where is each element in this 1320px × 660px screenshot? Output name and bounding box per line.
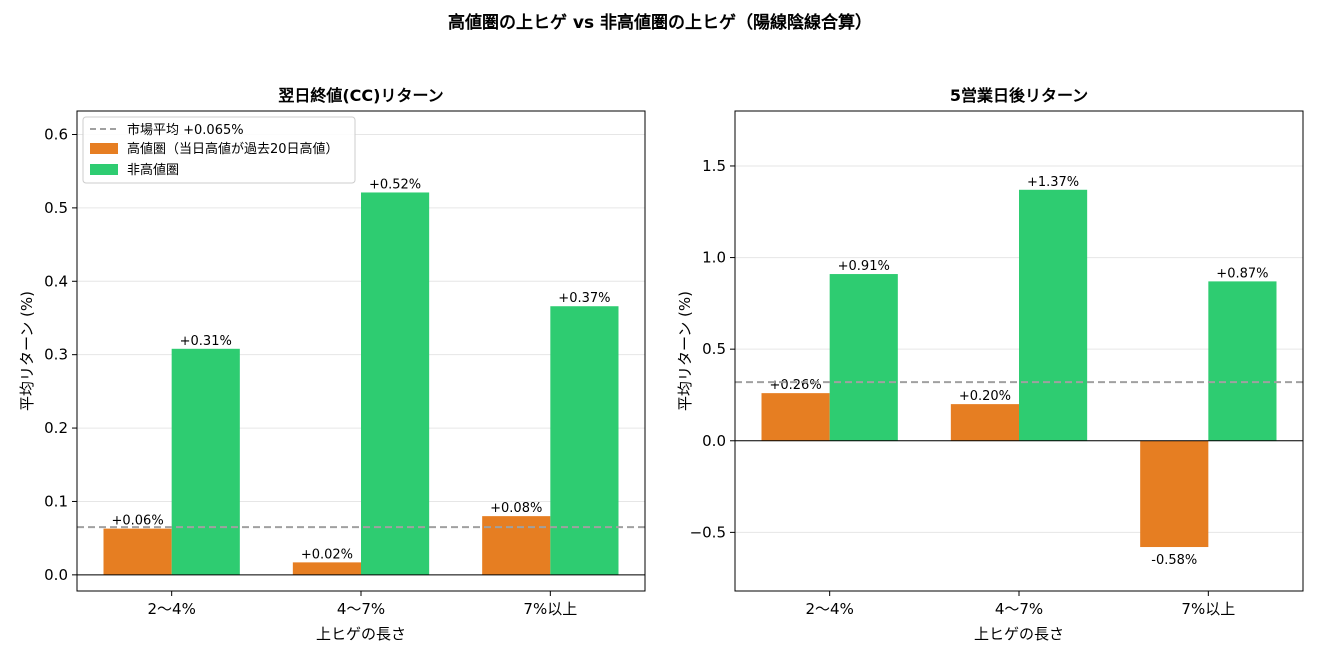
data-label: +0.31% <box>180 334 232 349</box>
y-tick-label: 1.0 <box>702 249 726 267</box>
data-label: +0.37% <box>558 291 610 306</box>
x-tick-label: 4〜7% <box>337 600 385 618</box>
data-label: +0.02% <box>301 547 353 562</box>
data-label: +1.37% <box>1027 175 1079 190</box>
legend-label-high: 高値圏（当日高値が過去20日高値） <box>127 141 339 157</box>
data-label: -0.58% <box>1151 553 1197 568</box>
bar-nonhigh <box>550 306 619 575</box>
figure-title: 高値圏の上ヒゲ vs 非高値圏の上ヒゲ（陽線陰線合算） <box>448 12 872 33</box>
bar-high <box>482 516 551 575</box>
chart-panel-cc-return: +0.06% +0.02% +0.08% +0.31% +0.52% +0.37% 0.0 0… <box>18 86 646 643</box>
y-tick-label: 1.5 <box>702 157 726 175</box>
bar-nonhigh <box>1019 189 1088 441</box>
legend-market-label: 市場平均 +0.065% <box>127 122 244 138</box>
x-tick-label: 2〜4% <box>147 600 195 618</box>
bar-high <box>292 562 361 575</box>
bar-high <box>761 393 830 441</box>
data-label: +0.06% <box>111 514 163 529</box>
legend-box <box>82 116 356 184</box>
y-tick-label: 0.6 <box>44 125 68 143</box>
x-tick-label: 2〜4% <box>805 600 853 618</box>
x-axis-label: 上ヒゲの長さ <box>974 625 1064 643</box>
legend-label-nonhigh: 非高値圏 <box>127 162 179 178</box>
bar-nonhigh <box>1208 281 1277 441</box>
bar-nonhigh <box>829 274 898 441</box>
chart-panel-5day-return: +0.26% +0.20% -0.58% +0.91% +1.37% +0.87% −0.5… <box>676 86 1304 643</box>
y-tick-label: −0.5 <box>690 523 726 541</box>
chart-title: 5営業日後リターン <box>950 86 1088 105</box>
y-tick-label: 0.3 <box>44 346 68 364</box>
y-tick-label: 0.0 <box>702 432 726 450</box>
data-label: +0.20% <box>959 389 1011 404</box>
data-label: +0.26% <box>769 378 821 393</box>
x-tick-label: 7%以上 <box>523 600 577 618</box>
x-tick-label: 7%以上 <box>1181 600 1235 618</box>
bar-high <box>1140 440 1209 548</box>
data-label: +0.91% <box>838 259 890 274</box>
y-axis-label: 平均リターン (%) <box>18 291 36 411</box>
y-axis-label: 平均リターン (%) <box>676 291 694 411</box>
x-axis-label: 上ヒゲの長さ <box>316 625 406 643</box>
bar-high <box>103 528 172 575</box>
chart-title: 翌日終値(CC)リターン <box>278 86 443 105</box>
bar-nonhigh <box>361 192 430 575</box>
bar-nonhigh <box>171 348 240 575</box>
legend-swatch-nonhigh <box>90 164 118 175</box>
legend: 市場平均 +0.065% 高値圏（当日高値が過去20日高値） 非高値圏 <box>82 116 356 184</box>
data-label: +0.08% <box>490 501 542 516</box>
x-tick-label: 4〜7% <box>995 600 1043 618</box>
y-tick-label: 0.5 <box>702 340 726 358</box>
y-tick-label: 0.2 <box>44 419 68 437</box>
y-tick-label: 0.5 <box>44 199 68 217</box>
y-tick-label: 0.4 <box>44 272 68 290</box>
data-label: +0.87% <box>1216 266 1268 281</box>
y-tick-label: 0.0 <box>44 566 68 584</box>
bar-high <box>950 404 1019 441</box>
legend-swatch-high <box>90 143 118 154</box>
y-tick-label: 0.1 <box>44 492 68 510</box>
data-label: +0.52% <box>369 177 421 192</box>
